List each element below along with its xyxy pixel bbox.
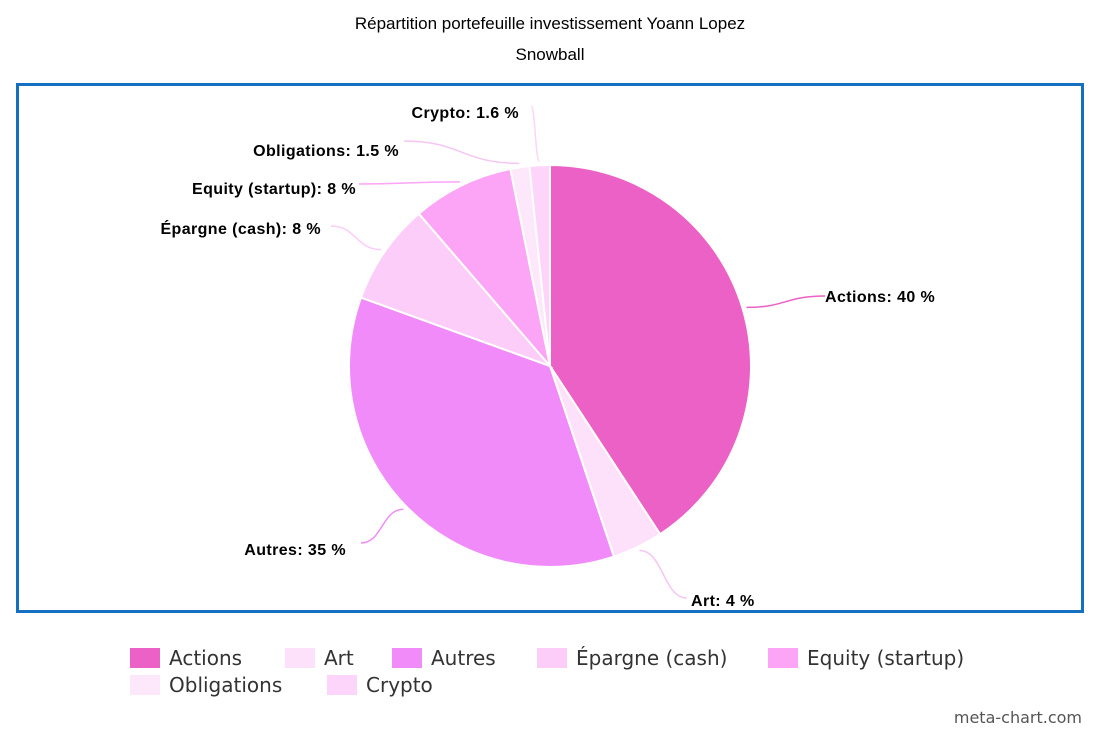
chart-subtitle: Snowball	[515, 45, 585, 64]
pie-slice-autres[interactable]	[348, 296, 616, 568]
legend-item--pargne-cash-[interactable]: Épargne (cash)	[537, 646, 727, 670]
slice-label--pargne-cash-: Épargne (cash): 8 %	[160, 219, 321, 238]
slice-label-equity-startup-: Equity (startup): 8 %	[192, 181, 356, 198]
legend-label: Autres	[431, 646, 496, 670]
legend-item-equity-startup-[interactable]: Equity (startup)	[768, 646, 964, 670]
leader-line-actions	[746, 295, 826, 309]
pie-slice-equity-startup-[interactable]	[417, 167, 552, 370]
pie-slice-crypto[interactable]	[528, 163, 551, 367]
legend-item-crypto[interactable]: Crypto	[327, 673, 433, 697]
slice-label-art: Art: 4 %	[691, 593, 755, 610]
legend-label: Art	[324, 646, 354, 670]
legend-swatch	[537, 648, 567, 668]
legend-label: Obligations	[169, 673, 283, 697]
leader-line--pargne-cash-	[330, 225, 382, 251]
legend-label: Actions	[169, 646, 243, 670]
slice-label-autres: Autres: 35 %	[244, 542, 346, 559]
slice-label-obligations: Obligations: 1.5 %	[253, 143, 399, 160]
legend-swatch	[327, 675, 357, 695]
legend-item-actions[interactable]: Actions	[130, 646, 242, 670]
pie-slice--pargne-cash-[interactable]	[359, 212, 554, 369]
legend-item-autres[interactable]: Autres	[392, 646, 496, 670]
legend-swatch	[130, 648, 160, 668]
pie-chart: Actions: 40 % Art: 4 % Autres: 35 % Épargne…	[160, 105, 935, 610]
chart-title: Répartition portefeuille investissement …	[354, 14, 746, 33]
slice-label-actions: Actions: 40 %	[825, 289, 935, 306]
legend-swatch	[130, 675, 160, 695]
leader-line-equity-startup-	[358, 181, 460, 185]
legend-item-art[interactable]: Art	[285, 646, 354, 670]
legend-label: Equity (startup)	[807, 646, 965, 670]
chart-area: Actions: 40 % Art: 4 % Autres: 35 % Épargne…	[16, 83, 1084, 613]
legend-label: Épargne (cash)	[576, 646, 728, 670]
legend-swatch	[392, 648, 422, 668]
leader-line-autres	[360, 508, 404, 544]
legend-swatch	[768, 648, 798, 668]
leader-line-obligations	[403, 140, 520, 165]
legend-item-obligations[interactable]: Obligations	[130, 673, 282, 697]
leader-line-art	[639, 549, 688, 599]
legend-label: Crypto	[366, 673, 433, 697]
legend-swatch	[285, 648, 315, 668]
slice-label-crypto: Crypto: 1.6 %	[412, 105, 519, 122]
credit-text: meta-chart.com	[953, 708, 1082, 727]
leader-line-crypto	[530, 105, 541, 163]
